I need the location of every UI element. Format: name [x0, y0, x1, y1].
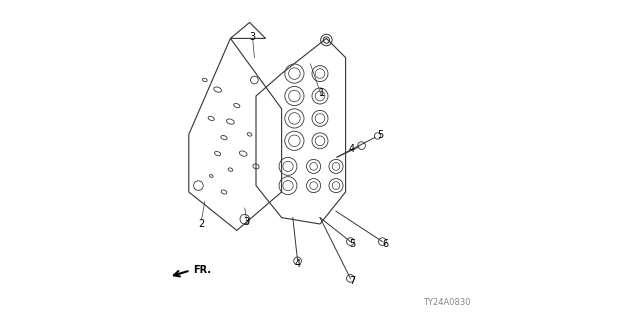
Text: 3: 3: [250, 32, 256, 42]
Text: 7: 7: [349, 276, 355, 286]
Text: 4: 4: [294, 259, 301, 269]
Text: 6: 6: [383, 239, 388, 249]
Text: 2: 2: [198, 219, 205, 229]
Text: TY24A0830: TY24A0830: [423, 298, 470, 307]
Text: 3: 3: [243, 217, 250, 228]
Text: 5: 5: [378, 130, 384, 140]
Text: FR.: FR.: [193, 265, 212, 276]
Text: 1: 1: [319, 88, 324, 98]
Text: 4: 4: [349, 144, 355, 154]
Text: 5: 5: [349, 239, 355, 249]
